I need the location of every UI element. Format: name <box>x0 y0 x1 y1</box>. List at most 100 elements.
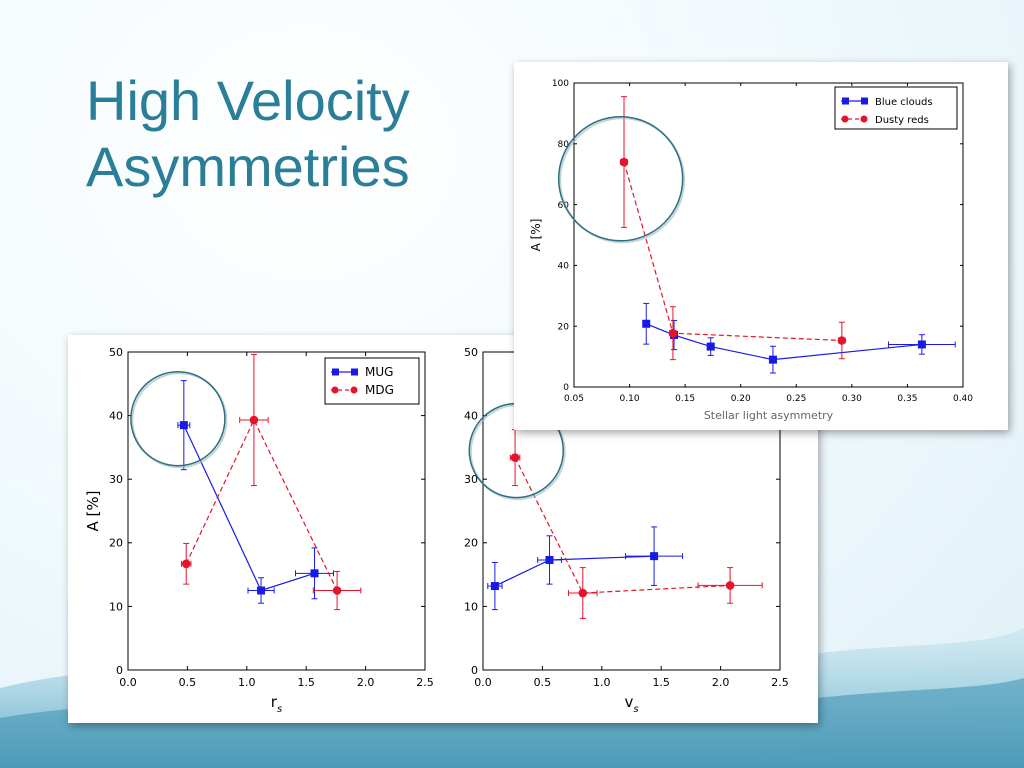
legend-marker <box>332 368 339 376</box>
highlight-circle-shadow <box>559 117 686 244</box>
legend-marker <box>860 115 868 123</box>
slide-title: High Velocity Asymmetries <box>86 68 410 200</box>
x-tick-label: 0.30 <box>842 394 862 404</box>
x-tick-label: 0.35 <box>897 394 917 404</box>
y-tick-label: 20 <box>558 322 570 332</box>
x-tick-label: 0.5 <box>179 676 197 689</box>
data-point-square <box>310 569 319 578</box>
legend-label: MDG <box>365 383 394 397</box>
x-axis-label-subscript: s <box>633 704 638 715</box>
legend: MUG MDG <box>324 357 420 405</box>
y-tick-label: 20 <box>464 537 478 550</box>
data-point-square <box>545 555 554 564</box>
data-point-square <box>642 319 651 328</box>
y-tick-label: 0 <box>563 383 569 393</box>
x-tick-label: 1.0 <box>238 676 256 689</box>
y-tick-label: 0 <box>116 664 123 677</box>
legend-marker <box>842 97 849 105</box>
y-axis-label: A [%] <box>84 491 102 532</box>
figure-panel-right: 0.05 0.10 0.15 0.20 0.25 0.30 0.35 0.40 0 20 40 60 8… <box>514 62 1008 430</box>
x-tick-label: 0.25 <box>786 394 806 404</box>
data-point-circle <box>619 157 629 167</box>
y-tick-label: 0 <box>471 664 478 677</box>
y-tick-label: 80 <box>558 140 570 150</box>
x-tick-label: 2.5 <box>771 676 789 689</box>
series-line <box>646 323 922 361</box>
data-point-square <box>490 582 499 591</box>
x-tick-label: 2.5 <box>416 676 434 689</box>
legend-label: Blue clouds <box>875 97 933 108</box>
x-tick-label: 0.10 <box>620 394 640 404</box>
x-axis-label: vs <box>624 693 638 715</box>
x-tick-label: 0.0 <box>474 676 492 689</box>
data-point-circle <box>725 581 735 590</box>
data-point-circle <box>510 453 520 462</box>
x-tick-label: 0.40 <box>953 394 973 404</box>
legend-label: Dusty reds <box>875 115 929 126</box>
y-tick-label: 40 <box>558 262 570 272</box>
x-tick-label: 2.0 <box>712 676 730 689</box>
y-tick-label: 60 <box>558 201 570 211</box>
legend-label: MUG <box>365 365 393 379</box>
axes-frame <box>127 351 426 671</box>
legend-marker <box>331 386 339 394</box>
legend-marker <box>351 368 358 376</box>
y-tick-label: 30 <box>109 473 123 486</box>
x-tick-label: 1.5 <box>297 676 315 689</box>
series-0 <box>487 526 684 611</box>
x-axis-label: rs <box>271 693 282 715</box>
x-axis-label: Stellar light asymmetry <box>704 409 834 422</box>
data-point-square <box>650 552 659 561</box>
series-line <box>623 161 842 342</box>
x-tick-label: 0.05 <box>564 394 584 404</box>
highlight-circle <box>130 371 226 467</box>
legend-marker <box>841 115 849 123</box>
series-mug <box>177 380 335 604</box>
y-tick-label: 40 <box>109 409 123 422</box>
series-line <box>514 457 731 594</box>
y-tick-label: 50 <box>109 346 123 359</box>
series-line <box>494 555 655 587</box>
x-tick-label: 0.20 <box>731 394 751 404</box>
x-tick-label: 0.0 <box>119 676 137 689</box>
x-tick-label: 0.15 <box>675 394 695 404</box>
y-tick-label: 40 <box>464 409 478 422</box>
series-blue-clouds <box>642 302 956 374</box>
x-tick-label: 2.0 <box>357 676 375 689</box>
data-point-square <box>768 355 777 364</box>
series-line <box>185 418 338 591</box>
series-line <box>183 424 315 592</box>
x-tick-label: 1.5 <box>652 676 670 689</box>
x-tick-label: 1.0 <box>593 676 611 689</box>
data-point-square <box>706 342 715 351</box>
slide-title-line1: High Velocity <box>86 69 410 132</box>
chart-stellar: 0.05 0.10 0.15 0.20 0.25 0.30 0.35 0.40 0 20 40 60 8… <box>529 79 973 422</box>
x-tick-label: 0.5 <box>534 676 552 689</box>
data-point-circle <box>249 415 259 425</box>
y-tick-label: 10 <box>464 600 478 613</box>
legend-box <box>834 86 958 130</box>
y-axis-label: A [%] <box>529 219 543 252</box>
slide-title-line2: Asymmetries <box>86 135 410 198</box>
figure-svg-right: 0.05 0.10 0.15 0.20 0.25 0.30 0.35 0.40 0 20 40 60 8… <box>529 79 973 422</box>
data-point-square <box>257 586 266 595</box>
x-axis-label-subscript: s <box>277 704 282 715</box>
y-tick-label: 50 <box>464 346 478 359</box>
data-point-circle <box>668 328 678 338</box>
y-tick-label: 20 <box>109 537 123 550</box>
legend: Blue clouds Dusty reds <box>834 86 958 130</box>
chart-vs: 0.0 0.5 1.0 1.5 2.0 2.5 0 10 20 30 40 50 vs <box>464 346 789 715</box>
series-dusty-reds <box>619 96 847 361</box>
legend-marker <box>350 386 358 394</box>
series-1 <box>509 429 763 619</box>
data-point-square <box>179 421 188 430</box>
data-point-circle <box>181 559 191 569</box>
data-point-circle <box>332 586 342 595</box>
series-mdg <box>180 354 362 611</box>
highlight-circle <box>557 116 684 242</box>
data-point-circle <box>578 588 588 598</box>
y-tick-label: 10 <box>109 600 123 613</box>
data-point-square <box>917 340 926 349</box>
